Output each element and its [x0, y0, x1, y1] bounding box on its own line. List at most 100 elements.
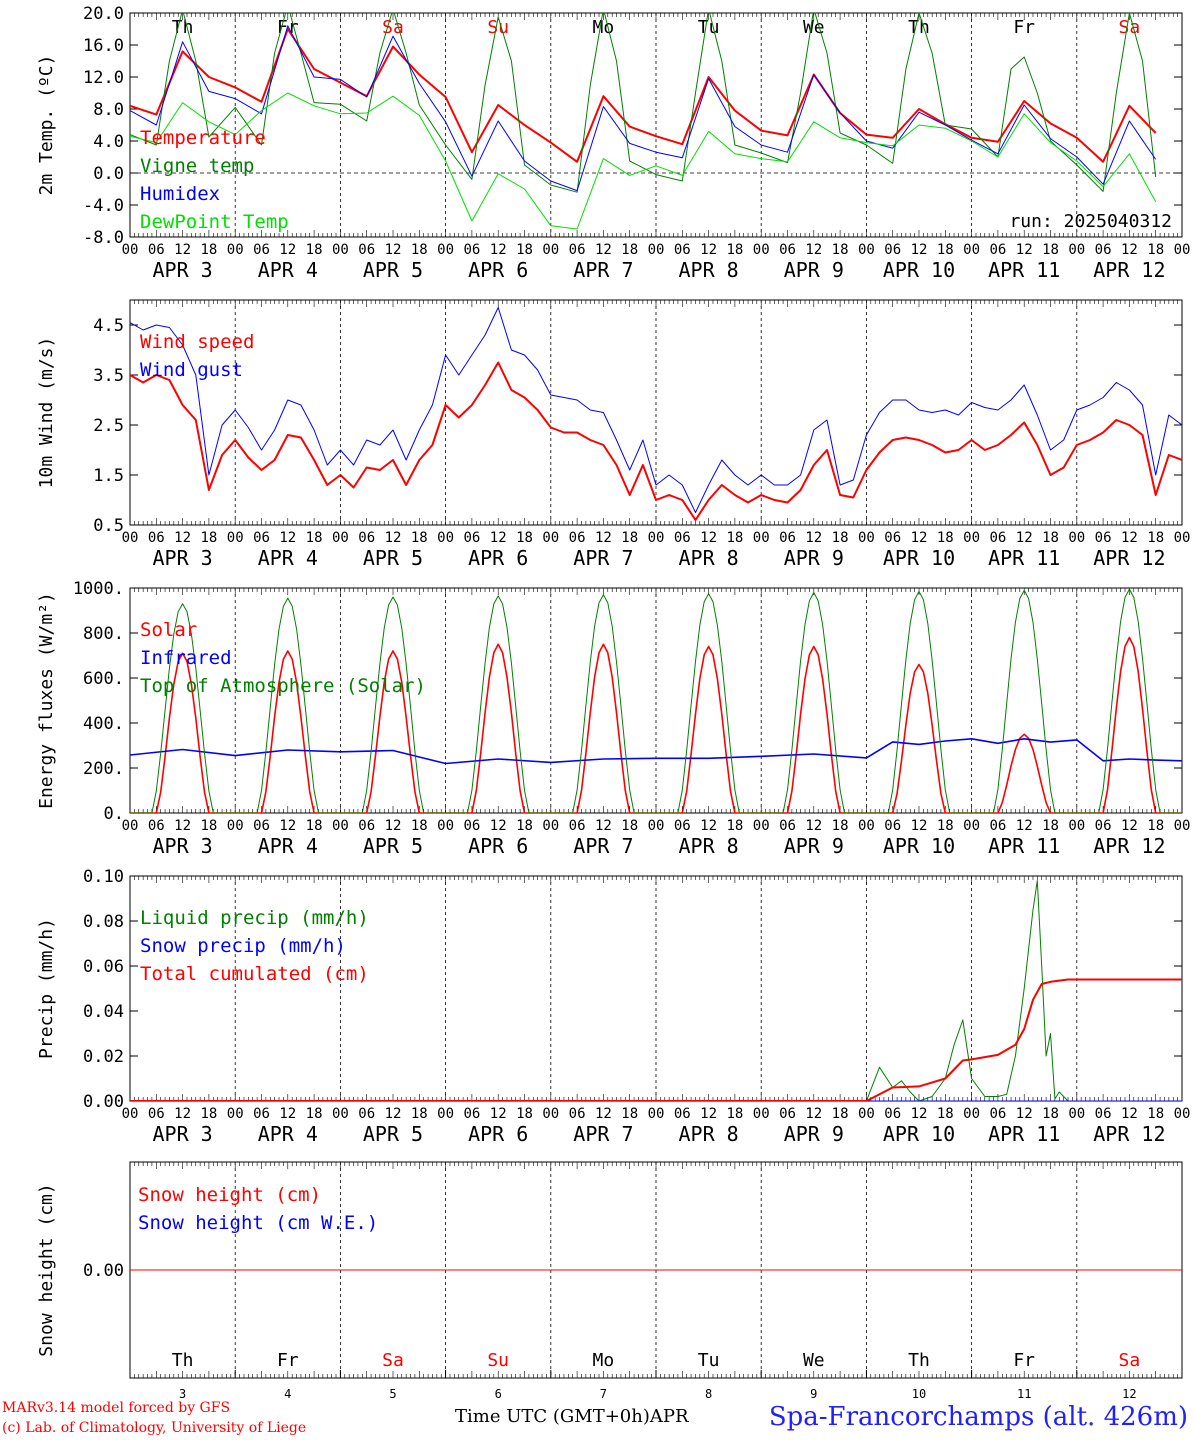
x-hour-label: 00 — [122, 242, 139, 258]
x-hour-label: 06 — [358, 530, 375, 546]
day-of-week-label: Mo — [593, 17, 615, 38]
y-tick-label: 0.06 — [83, 957, 124, 977]
x-hour-label: 00 — [648, 242, 665, 258]
y-tick-label: 0.04 — [83, 1002, 124, 1022]
x-hour-label: 18 — [726, 530, 743, 546]
x-hour-label: 00 — [1068, 1106, 1085, 1122]
x-hour-label: 12 — [385, 242, 402, 258]
x-hour-label: 18 — [411, 818, 428, 834]
x-hour-label: 00 — [542, 818, 559, 834]
day-of-week-label: Sa — [382, 17, 404, 38]
x-hour-label: 00 — [1068, 818, 1085, 834]
x-hour-label: 00 — [122, 530, 139, 546]
y-tick-label: 400. — [83, 714, 124, 734]
x-hour-label: 00 — [1068, 242, 1085, 258]
x-hour-label: 18 — [621, 818, 638, 834]
x-date-label: APR 8 — [678, 258, 738, 282]
x-hour-label: 12 — [279, 818, 296, 834]
x-date-label: APR 8 — [678, 834, 738, 858]
x-hour-label: 12 — [490, 530, 507, 546]
x-hour-label: 12 — [595, 1106, 612, 1122]
x-hour-label: 06 — [148, 1106, 165, 1122]
x-hour-label: 06 — [674, 1106, 691, 1122]
x-hour-label: 00 — [1174, 242, 1191, 258]
x-hour-label: 18 — [1042, 242, 1059, 258]
x-hour-label: 00 — [963, 242, 980, 258]
y-tick-label: -4.0 — [83, 196, 124, 216]
day-of-week-label: Th — [908, 1350, 930, 1371]
x-date-label: APR 4 — [258, 834, 318, 858]
y-axis-label: 2m Temp. (ºC) — [36, 55, 57, 196]
x-hour-label: 00 — [227, 242, 244, 258]
x-date-label: APR 3 — [152, 258, 212, 282]
x-hour-label: 06 — [1095, 242, 1112, 258]
x-date-label: APR 4 — [258, 1122, 318, 1146]
x-hour-label: 18 — [937, 818, 954, 834]
x-date-label: APR 12 — [1093, 258, 1165, 282]
x-hour-label: 18 — [937, 1106, 954, 1122]
x-hour-label: 06 — [989, 818, 1006, 834]
day-number-label: 11 — [1017, 1387, 1031, 1400]
x-hour-label: 18 — [1147, 242, 1164, 258]
x-hour-label: 06 — [1095, 818, 1112, 834]
x-hour-label: 18 — [200, 530, 217, 546]
y-tick-label: 16.0 — [83, 36, 124, 56]
day-of-week-label: Sa — [1119, 17, 1141, 38]
x-hour-label: 00 — [963, 1106, 980, 1122]
x-hour-label: 00 — [227, 818, 244, 834]
x-hour-label: 12 — [490, 242, 507, 258]
legend-entry: Temperature — [140, 127, 266, 149]
x-date-label: APR 9 — [784, 1122, 844, 1146]
x-hour-label: 00 — [227, 530, 244, 546]
x-hour-label: 00 — [1174, 1106, 1191, 1122]
x-hour-label: 00 — [1068, 530, 1085, 546]
y-tick-label: -8.0 — [83, 228, 124, 248]
run-annotation: run: 2025040312 — [1009, 211, 1172, 232]
y-axis-label: 10m Wind (m/s) — [36, 337, 57, 489]
panel-3: 1000. 800. 600. 400. 200. 0. Energy fluxes (W/… — [36, 579, 1190, 858]
x-date-label: APR 6 — [468, 1122, 528, 1146]
x-hour-label: 12 — [805, 530, 822, 546]
x-hour-label: 06 — [148, 242, 165, 258]
day-number-label: 8 — [705, 1387, 712, 1400]
day-of-week-label: We — [803, 1350, 825, 1371]
y-tick-label: 2.5 — [93, 416, 124, 436]
x-hour-label: 12 — [700, 242, 717, 258]
x-hour-label: 00 — [332, 1106, 349, 1122]
x-hour-label: 12 — [911, 530, 928, 546]
y-tick-label: 0. — [104, 804, 124, 824]
x-hour-label: 12 — [911, 1106, 928, 1122]
x-hour-label: 00 — [1174, 530, 1191, 546]
y-tick-label: 1000. — [73, 579, 124, 599]
model-credit: MARv3.14 model forced by GFS — [2, 1400, 231, 1416]
y-tick-label: 0.00 — [83, 1092, 124, 1112]
x-hour-label: 00 — [648, 818, 665, 834]
x-hour-label: 06 — [989, 530, 1006, 546]
x-hour-label: 00 — [1174, 818, 1191, 834]
x-hour-label: 12 — [1121, 818, 1138, 834]
x-hour-label: 00 — [437, 1106, 454, 1122]
x-hour-label: 06 — [779, 1106, 796, 1122]
x-hour-label: 18 — [200, 1106, 217, 1122]
x-hour-label: 00 — [122, 1106, 139, 1122]
x-hour-label: 00 — [437, 242, 454, 258]
x-hour-label: 06 — [884, 242, 901, 258]
x-hour-label: 18 — [516, 530, 533, 546]
x-hour-label: 18 — [726, 242, 743, 258]
x-hour-label: 12 — [911, 242, 928, 258]
x-hour-label: 12 — [805, 1106, 822, 1122]
x-hour-label: 06 — [884, 1106, 901, 1122]
day-number-label: 9 — [810, 1387, 817, 1400]
x-hour-label: 06 — [674, 530, 691, 546]
y-tick-label: 8.0 — [93, 100, 124, 120]
series-infrared — [130, 737, 1182, 765]
y-tick-label: 20.0 — [83, 4, 124, 24]
x-hour-label: 06 — [989, 1106, 1006, 1122]
x-hour-label: 18 — [937, 530, 954, 546]
x-hour-label: 06 — [779, 530, 796, 546]
day-number-label: 12 — [1122, 1387, 1136, 1400]
legend-entry: Top of Atmosphere (Solar) — [140, 675, 426, 697]
x-date-label: APR 9 — [784, 546, 844, 570]
day-of-week-label: Tu — [698, 1350, 720, 1371]
x-hour-label: 18 — [200, 818, 217, 834]
